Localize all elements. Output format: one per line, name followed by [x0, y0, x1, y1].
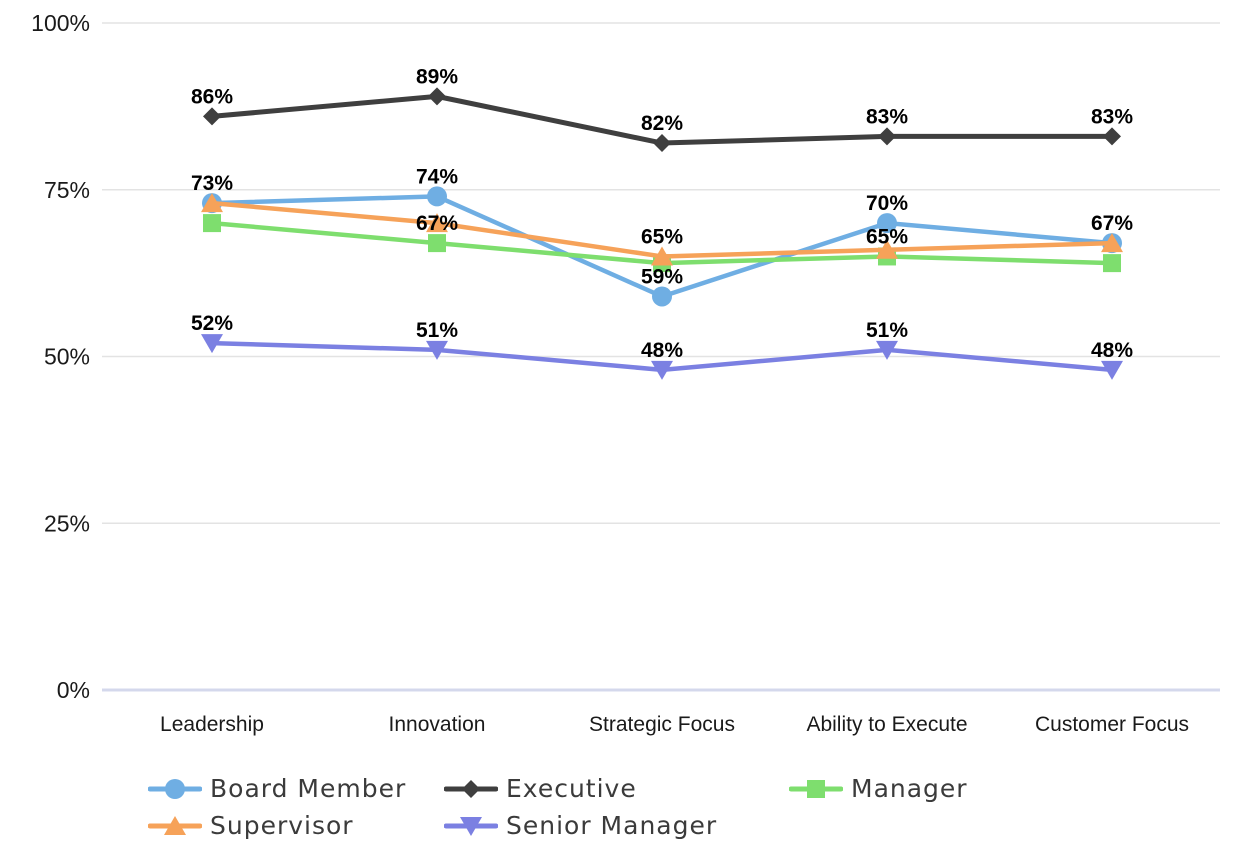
- triangle-up-marker: [164, 815, 186, 835]
- legend-label: Supervisor: [210, 811, 354, 840]
- data-label: 83%: [866, 105, 908, 128]
- line-chart-plot-area: 100% 75% 50% 25% 0% Leadership Innovation Strat…: [31, 10, 1220, 736]
- x-axis-category-label: Leadership: [160, 713, 264, 736]
- y-axis-tick-label: 25%: [44, 510, 90, 536]
- circle-marker: [427, 186, 447, 207]
- diamond-marker: [428, 87, 446, 106]
- triangle-up-marker: [876, 239, 898, 259]
- data-label: 74%: [416, 165, 458, 188]
- data-label: 67%: [416, 212, 458, 235]
- data-label: 83%: [1091, 105, 1133, 128]
- x-axis-category-label: Innovation: [389, 713, 486, 736]
- triangle-down-marker: [876, 340, 898, 360]
- data-label: 67%: [1091, 212, 1133, 235]
- legend-item-supervisor: Supervisor: [148, 809, 444, 842]
- circle-legend-icon: [148, 778, 202, 799]
- legend-label: Executive: [506, 774, 637, 803]
- data-label: 48%: [1091, 339, 1133, 362]
- data-label: 51%: [866, 319, 908, 342]
- legend-label: Board Member: [210, 774, 407, 803]
- triangle-up-marker: [201, 193, 223, 213]
- diamond-marker: [462, 779, 480, 798]
- triangle-down-marker: [651, 360, 673, 380]
- data-label: 52%: [191, 312, 233, 335]
- triangle-down-legend-icon: [444, 816, 498, 836]
- data-label: 65%: [641, 225, 683, 248]
- data-label: 89%: [416, 65, 458, 88]
- data-label: 86%: [191, 85, 233, 108]
- square-marker: [1103, 254, 1121, 273]
- data-label: 59%: [641, 265, 683, 288]
- data-label: 48%: [641, 339, 683, 362]
- data-label: 73%: [191, 172, 233, 195]
- triangle-up-marker: [426, 213, 448, 233]
- diamond-marker: [203, 107, 221, 126]
- chart-legend: Board Member Executive Manager Supervisor Se…: [148, 772, 968, 842]
- square-legend-icon: [789, 779, 843, 798]
- y-axis-tick-label: 50%: [44, 344, 90, 370]
- legend-item-senior-manager: Senior Manager: [444, 809, 789, 842]
- legend-label: Senior Manager: [506, 811, 718, 840]
- square-marker: [807, 779, 825, 798]
- legend-item-manager: Manager: [789, 772, 968, 805]
- triangle-down-marker: [1101, 360, 1123, 380]
- triangle-up-marker: [1101, 233, 1123, 253]
- series-executive: [203, 87, 1121, 153]
- diamond-marker: [1103, 127, 1121, 146]
- square-marker: [203, 214, 221, 233]
- circle-marker: [877, 213, 897, 234]
- x-axis-category-label: Strategic Focus: [589, 713, 735, 736]
- data-label: 65%: [866, 225, 908, 248]
- series-senior-manager: [201, 334, 1123, 380]
- y-axis-tick-label: 100%: [31, 10, 90, 36]
- square-marker: [428, 234, 446, 253]
- data-label: 70%: [866, 192, 908, 215]
- triangle-down-marker: [460, 816, 482, 836]
- data-label: 82%: [641, 112, 683, 135]
- triangle-down-marker: [201, 334, 223, 354]
- legend-item-board-member: Board Member: [148, 772, 444, 805]
- legend-label: Manager: [851, 774, 968, 803]
- circle-marker: [652, 286, 672, 307]
- legend-item-executive: Executive: [444, 772, 789, 805]
- triangle-down-marker: [426, 340, 448, 360]
- y-axis-tick-label: 0%: [57, 677, 90, 703]
- circle-marker: [165, 778, 185, 799]
- x-axis-category-label: Customer Focus: [1035, 713, 1189, 736]
- diamond-marker: [878, 127, 896, 146]
- series-supervisor: [201, 193, 1123, 266]
- diamond-legend-icon: [444, 779, 498, 798]
- data-label: 51%: [416, 319, 458, 342]
- y-axis-tick-label: 75%: [44, 177, 90, 203]
- triangle-up-marker: [651, 246, 673, 266]
- triangle-up-legend-icon: [148, 815, 202, 835]
- x-axis-category-label: Ability to Execute: [806, 713, 967, 736]
- diamond-marker: [653, 134, 671, 153]
